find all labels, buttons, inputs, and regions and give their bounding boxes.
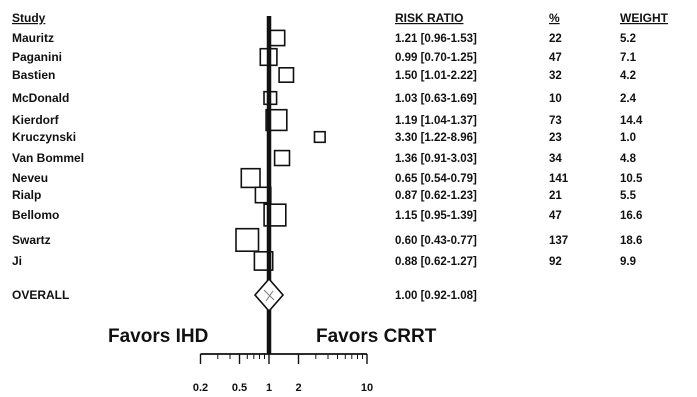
x-tick-label: 0.5	[232, 382, 247, 394]
study-marker	[265, 108, 288, 132]
x-tick-label: 0.2	[193, 382, 208, 394]
weight-value: 5.5	[620, 190, 637, 202]
percent-value: 10	[549, 93, 562, 105]
overall-diamond-hatch	[265, 290, 274, 302]
study-row: McDonald 1.03 [0.63-1.69] 10 2.4	[12, 91, 637, 105]
percent-value: 137	[549, 235, 568, 247]
study-row: Paganini 0.99 [0.70-1.25] 47 7.1	[12, 50, 637, 64]
study-row: Bastien 1.50 [1.01-2.22] 32 4.2	[12, 68, 636, 82]
study-row: Bellomo 1.15 [0.95-1.39] 47 16.6	[12, 208, 642, 222]
study-marker	[268, 29, 286, 47]
risk-ratio-value: 0.65 [0.54-0.79]	[395, 173, 477, 185]
study-row: Kierdorf 1.19 [1.04-1.37] 73 14.4	[12, 113, 643, 127]
percent-value: 22	[549, 33, 562, 45]
study-row: Kruczynski 3.30 [1.22-8.96] 23 1.0	[12, 130, 636, 144]
weight-value: 7.1	[620, 52, 637, 64]
risk-ratio-value: 0.88 [0.62-1.27]	[395, 256, 477, 268]
percent-value: 47	[549, 52, 562, 64]
percent-value: 21	[549, 190, 562, 202]
study-name: Mauritz	[12, 31, 54, 45]
weight-value: 5.2	[620, 33, 636, 45]
study-row: Swartz 0.60 [0.43-0.77] 137 18.6	[12, 233, 642, 247]
study-name: McDonald	[12, 91, 69, 105]
percent-value: 34	[549, 153, 562, 165]
header-study: Study	[12, 11, 46, 25]
study-marker	[278, 67, 295, 84]
study-marker	[240, 167, 261, 189]
header-risk-ratio: RISK RATIO	[395, 11, 463, 25]
study-marker	[273, 149, 291, 167]
risk-ratio-value: 0.99 [0.70-1.25]	[395, 52, 477, 64]
weight-value: 14.4	[620, 115, 643, 127]
favors-left-label: Favors IHD	[108, 326, 208, 347]
overall-risk-ratio: 1.00 [0.92-1.08]	[395, 290, 477, 302]
study-row: Van Bommel 1.36 [0.91-3.03] 34 4.8	[12, 151, 637, 165]
study-row: Ji 0.88 [0.62-1.27] 92 9.9	[12, 254, 636, 268]
percent-value: 32	[549, 70, 562, 82]
favors-right-label: Favors CRRT	[316, 326, 437, 347]
study-name: Van Bommel	[12, 151, 84, 165]
weight-value: 9.9	[620, 256, 636, 268]
percent-value: 47	[549, 210, 562, 222]
study-name: Swartz	[12, 233, 51, 247]
study-name: Bellomo	[12, 208, 59, 222]
risk-ratio-value: 1.03 [0.63-1.69]	[395, 93, 477, 105]
study-name: Rialp	[12, 188, 41, 202]
header-weight: WEIGHT	[620, 11, 669, 25]
x-tick-label: 2	[295, 382, 301, 394]
risk-ratio-value: 1.19 [1.04-1.37]	[395, 115, 477, 127]
overall-label: OVERALL	[12, 288, 69, 302]
study-row: Mauritz 1.21 [0.96-1.53] 22 5.2	[12, 31, 636, 45]
weight-value: 10.5	[620, 173, 643, 185]
weight-value: 4.2	[620, 70, 636, 82]
weight-value: 1.0	[620, 132, 636, 144]
percent-value: 92	[549, 256, 562, 268]
study-name: Neveu	[12, 171, 48, 185]
study-marker	[313, 130, 326, 144]
percent-value: 23	[549, 132, 562, 144]
overall-diamond-hatch	[263, 289, 275, 301]
risk-ratio-value: 1.15 [0.95-1.39]	[395, 210, 477, 222]
study-row: Neveu 0.65 [0.54-0.79] 141 10.5	[12, 171, 643, 185]
study-row: Rialp 0.87 [0.62-1.23] 21 5.5	[12, 188, 637, 202]
study-name: Ji	[12, 254, 22, 268]
risk-ratio-value: 3.30 [1.22-8.96]	[395, 132, 477, 144]
study-name: Paganini	[12, 50, 62, 64]
study-name: Kruczynski	[12, 130, 76, 144]
weight-value: 18.6	[620, 235, 642, 247]
weight-value: 16.6	[620, 210, 642, 222]
risk-ratio-value: 1.50 [1.01-2.22]	[395, 70, 477, 82]
study-marker	[235, 227, 260, 252]
x-tick-label: 1	[266, 382, 272, 394]
risk-ratio-value: 1.21 [0.96-1.53]	[395, 33, 477, 45]
header-percent: %	[549, 11, 560, 25]
x-tick-label: 10	[361, 382, 373, 394]
study-name: Bastien	[12, 68, 55, 82]
percent-value: 141	[549, 173, 569, 185]
weight-value: 4.8	[620, 153, 637, 165]
percent-value: 73	[549, 115, 562, 127]
risk-ratio-value: 0.60 [0.43-0.77]	[395, 235, 477, 247]
risk-ratio-value: 1.36 [0.91-3.03]	[395, 153, 477, 165]
study-name: Kierdorf	[12, 113, 60, 127]
weight-value: 2.4	[620, 93, 637, 105]
risk-ratio-value: 0.87 [0.62-1.23]	[395, 190, 477, 202]
